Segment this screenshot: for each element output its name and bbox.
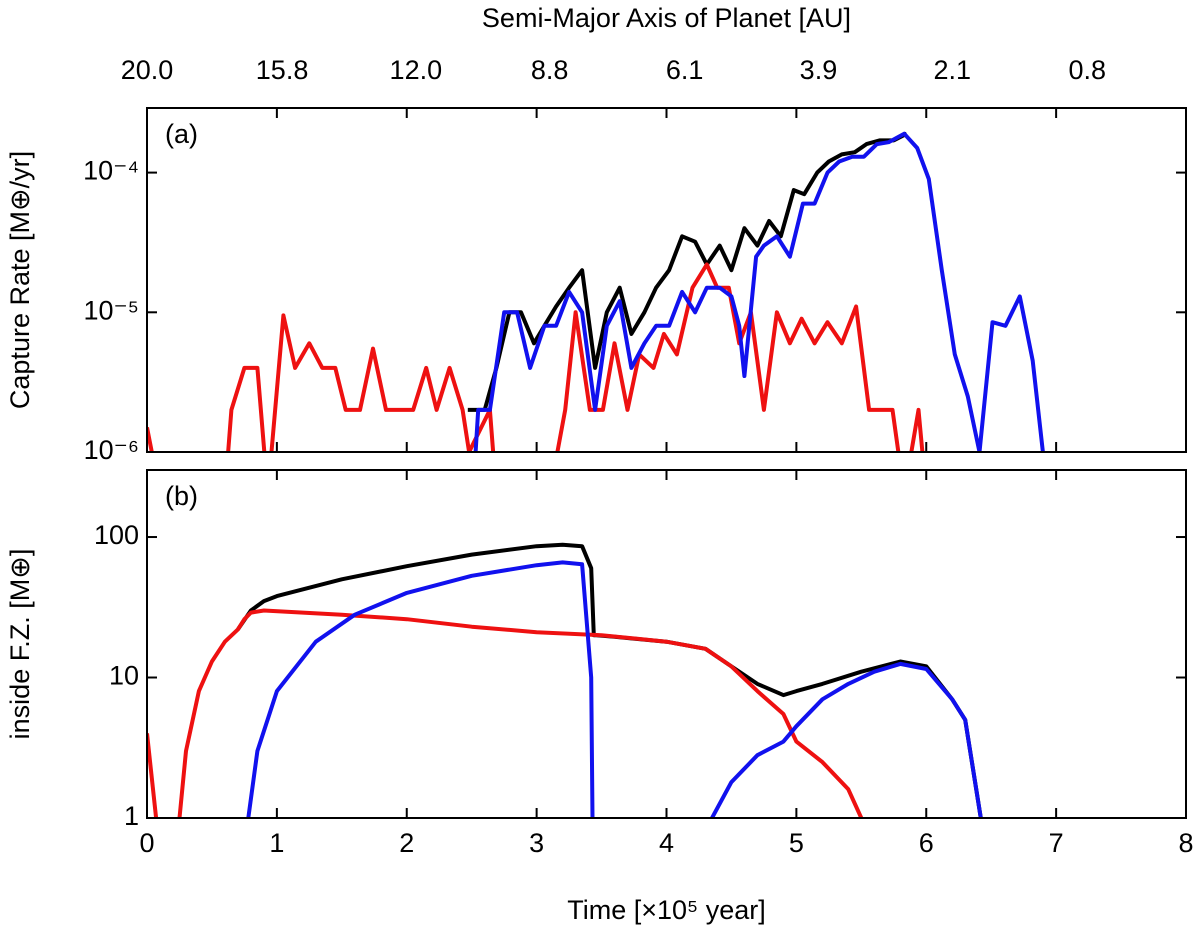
x2-tick-label: 2.1 [933, 55, 971, 85]
x-axis-label: Time [×10⁵ year] [567, 895, 766, 925]
data-line [246, 560, 595, 818]
y-tick-label: 10⁻⁴ [83, 156, 139, 186]
x2-tick-label: 3.9 [800, 55, 838, 85]
y-tick-label: 1 [124, 801, 139, 831]
x-tick-label: 0 [139, 828, 154, 858]
data-line [467, 131, 908, 412]
panel-label: (a) [165, 119, 198, 149]
x-tick-label: 8 [1178, 828, 1193, 858]
x2-tick-label: 12.0 [390, 55, 443, 85]
x2-axis-label: Semi-Major Axis of Planet [AU] [482, 3, 851, 33]
x2-tick-label: 20.0 [121, 55, 174, 85]
x2-tick-label: 8.8 [531, 55, 569, 85]
data-line [147, 733, 159, 818]
data-line [236, 542, 983, 818]
x-tick-label: 4 [659, 828, 674, 858]
panel-label: (b) [165, 481, 198, 511]
y-tick-label: 10⁻⁵ [84, 295, 139, 325]
data-line [147, 262, 925, 452]
plot-frame [146, 107, 1187, 453]
data-line [710, 661, 983, 818]
x2-tick-label: 15.8 [256, 55, 309, 85]
y-axis-label: Capture Rate [M⊕/yr] [5, 151, 35, 409]
x-tick-label: 1 [269, 828, 284, 858]
plot-area [147, 542, 983, 818]
x2-tick-label: 6.1 [666, 55, 704, 85]
data-line [177, 608, 864, 818]
plot-frame [146, 469, 1187, 819]
plot-area [147, 131, 1045, 452]
data-line [473, 131, 1045, 452]
x-tick-label: 6 [919, 828, 934, 858]
x-tick-label: 5 [789, 828, 804, 858]
y-tick-label: 10 [109, 661, 139, 691]
y-tick-label: 100 [94, 520, 139, 550]
x-tick-label: 3 [529, 828, 544, 858]
x2-tick-label: 0.8 [1069, 55, 1107, 85]
y-axis-label: inside F.Z. [M⊕] [5, 549, 35, 740]
x-tick-label: 2 [399, 828, 414, 858]
y-tick-label: 10⁻⁶ [84, 435, 139, 465]
x-tick-label: 7 [1049, 828, 1064, 858]
